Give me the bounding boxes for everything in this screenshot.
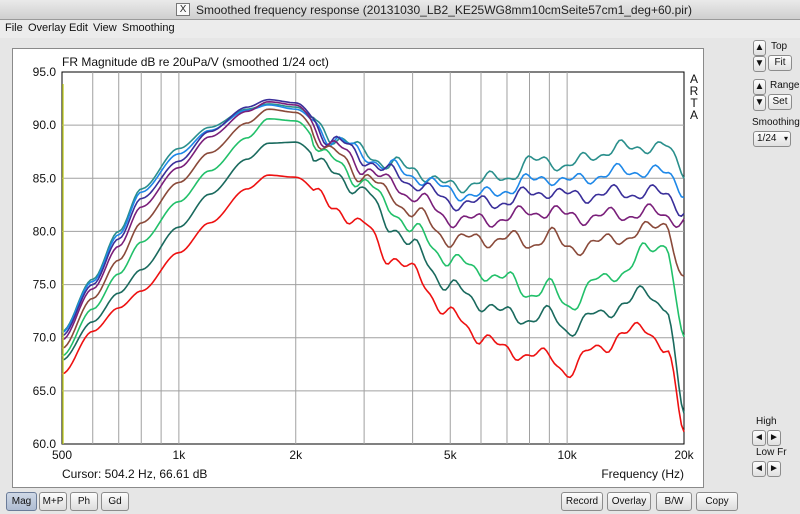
lowfr-left-button[interactable]: ◄	[752, 461, 766, 477]
plot-border	[61, 71, 685, 445]
x-tick-label: 20k	[674, 448, 694, 462]
top-up-button[interactable]: ▲	[753, 40, 766, 56]
chevron-down-icon: ▾	[783, 134, 788, 143]
menu-bar: File Overlay Edit View Smoothing	[0, 20, 800, 38]
range-up-button[interactable]: ▲	[753, 79, 766, 95]
range-down-button[interactable]: ▼	[753, 95, 766, 111]
phase-button[interactable]: Ph	[70, 492, 98, 511]
series-line-6	[61, 141, 685, 414]
smoothing-value: 1/24	[757, 133, 777, 144]
mag-phase-button[interactable]: M+P	[39, 492, 67, 511]
arta-letter: A	[690, 108, 698, 122]
y-tick-label: 65.0	[33, 384, 57, 398]
smoothing-select[interactable]: 1/24 ▾	[753, 131, 791, 147]
y-tick-label: 60.0	[33, 437, 57, 451]
grid-lines	[61, 71, 685, 445]
cursor-readout: Cursor: 504.2 Hz, 66.61 dB	[62, 467, 207, 481]
x-tick-label: 500	[52, 448, 72, 462]
menu-smoothing[interactable]: Smoothing	[122, 22, 175, 34]
bw-button[interactable]: B/W	[656, 492, 692, 511]
top-label: Top	[771, 41, 788, 52]
arta-letter: T	[690, 96, 698, 110]
series-line-0	[61, 103, 685, 333]
title-bar[interactable]: X Smoothed frequency response (20131030_…	[0, 0, 800, 20]
record-button[interactable]: Record	[561, 492, 603, 511]
y-tick-label: 70.0	[33, 331, 57, 345]
x-tick-label: 5k	[444, 448, 458, 462]
arta-letter: R	[690, 84, 699, 98]
series-line-3	[61, 100, 685, 341]
y-tick-label: 95.0	[33, 65, 57, 79]
menu-view[interactable]: View	[93, 22, 117, 34]
x11-app-icon: X	[176, 3, 190, 16]
x-axis-label: Frequency (Hz)	[601, 467, 684, 481]
window-title: Smoothed frequency response (20131030_LB…	[196, 3, 692, 17]
lowfr-right-button[interactable]: ►	[767, 461, 781, 477]
series-line-2	[61, 98, 685, 337]
y-tick-label: 85.0	[33, 171, 57, 185]
set-button[interactable]: Set	[768, 94, 792, 110]
high-left-button[interactable]: ◄	[752, 430, 766, 446]
top-down-button[interactable]: ▼	[753, 56, 766, 72]
menu-file[interactable]: File	[5, 22, 23, 34]
mag-button[interactable]: Mag	[6, 492, 37, 511]
chart-title: FR Magnitude dB re 20uPa/V (smoothed 1/2…	[62, 55, 329, 69]
x-tick-label: 1k	[173, 448, 187, 462]
group-delay-button[interactable]: Gd	[101, 492, 129, 511]
y-tick-label: 90.0	[33, 118, 57, 132]
high-right-button[interactable]: ►	[767, 430, 781, 446]
series-line-4	[61, 108, 685, 350]
x-tick-label: 10k	[557, 448, 577, 462]
y-tick-label: 75.0	[33, 278, 57, 292]
lowfr-label: Low Fr	[756, 447, 787, 458]
copy-button[interactable]: Copy	[696, 492, 738, 511]
y-tick-label: 80.0	[33, 224, 57, 238]
fit-button[interactable]: Fit	[768, 55, 792, 71]
x-tick-label: 2k	[289, 448, 303, 462]
arta-letter: A	[690, 72, 698, 86]
series-lines	[61, 84, 685, 444]
high-label: High	[756, 416, 777, 427]
plot-area-frame	[12, 48, 704, 488]
menu-overlay[interactable]: Overlay	[28, 22, 66, 34]
series-line-1	[61, 104, 685, 334]
series-line-5	[61, 118, 685, 357]
menu-edit[interactable]: Edit	[69, 22, 88, 34]
smoothing-label: Smoothing	[752, 117, 800, 128]
series-line-7	[61, 174, 685, 433]
range-label: Range	[770, 80, 800, 91]
overlay-button[interactable]: Overlay	[607, 492, 651, 511]
